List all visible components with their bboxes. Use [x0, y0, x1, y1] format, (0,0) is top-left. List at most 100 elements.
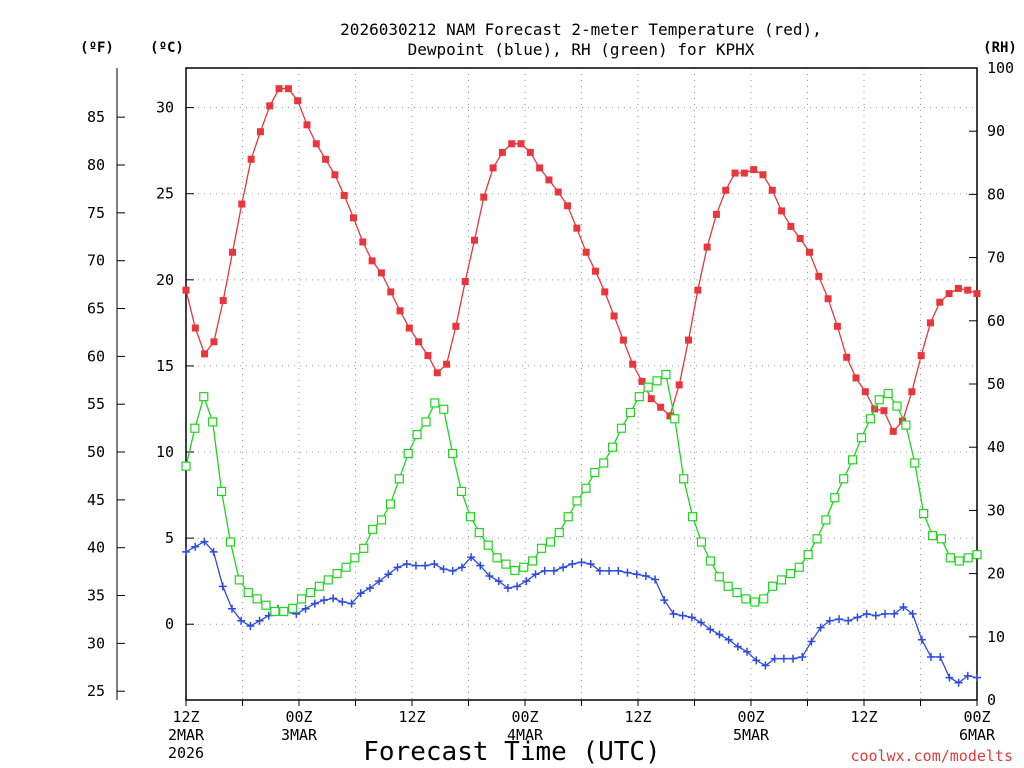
2-meter-temperature-point: [591, 267, 599, 275]
relative-humidity-point: [234, 575, 244, 585]
dewpoint-point: [927, 652, 936, 661]
rh-tick-label: 40: [987, 438, 1005, 456]
2-meter-temperature-point: [703, 243, 711, 251]
fahrenheit-tick-label: 70: [87, 252, 105, 270]
relative-humidity-point: [430, 398, 440, 408]
dewpoint-point: [568, 559, 577, 568]
relative-humidity-point: [261, 600, 271, 610]
2-meter-temperature-point: [266, 102, 274, 110]
dewpoint-point: [963, 671, 972, 680]
dewpoint-point: [669, 609, 678, 618]
2-meter-temperature-point: [424, 352, 432, 360]
credit-text: coolwx.com/modelts: [850, 747, 1013, 765]
2-meter-temperature-point: [238, 200, 246, 208]
dewpoint-point: [503, 584, 512, 593]
relative-humidity-point: [927, 531, 938, 541]
relative-humidity-point: [296, 594, 307, 604]
dewpoint-point: [347, 599, 356, 608]
dewpoint-point: [807, 637, 816, 646]
relative-humidity-point: [714, 572, 724, 582]
dewpoint-point: [862, 609, 871, 618]
relative-humidity-point: [883, 388, 893, 399]
dewpoint-point: [623, 568, 632, 577]
relative-humidity-point: [483, 540, 493, 550]
dewpoint-point: [577, 558, 586, 567]
relative-humidity-point: [901, 420, 911, 430]
2-meter-temperature-point: [889, 427, 897, 435]
fahrenheit-tick-label: 75: [87, 204, 105, 222]
dewpoint-point: [917, 635, 926, 644]
dewpoint-point: [421, 561, 430, 570]
2-meter-temperature-point: [480, 193, 488, 201]
relative-humidity-point: [643, 382, 653, 392]
2-meter-temperature-point: [824, 295, 832, 303]
2-meter-temperature-point: [945, 290, 953, 298]
2-meter-temperature-point: [210, 338, 218, 346]
2-meter-temperature-point: [964, 286, 972, 294]
2-meter-temperature-point: [843, 353, 851, 361]
relative-humidity-point: [741, 594, 751, 604]
relative-humidity-point: [919, 508, 929, 519]
dewpoint-point: [798, 652, 807, 661]
dewpoint-point: [936, 652, 945, 661]
2-meter-temperature-point: [759, 171, 767, 179]
dewpoint-point: [329, 594, 338, 603]
x-tick-label: 00Z: [511, 708, 538, 726]
dewpoint-point: [439, 565, 448, 574]
relative-humidity-point: [865, 414, 875, 424]
dewpoint-point: [770, 654, 779, 663]
relative-humidity-point: [812, 534, 822, 544]
dewpoint-point: [724, 635, 733, 644]
x-tick-label: 00Z: [963, 708, 990, 726]
relative-humidity-point: [803, 550, 813, 560]
relative-humidity-point: [199, 392, 209, 402]
2-meter-temperature-point: [443, 360, 451, 368]
2-meter-temperature-point: [303, 121, 311, 129]
dewpoint-point: [651, 575, 660, 584]
2-meter-temperature-point: [331, 171, 339, 179]
2-meter-temperature-point: [805, 248, 813, 256]
dewpoint-point: [255, 616, 264, 625]
2-meter-temperature-point: [740, 169, 748, 177]
relative-humidity-point: [759, 594, 769, 604]
relative-humidity-point: [794, 562, 804, 572]
rh-tick-label: 50: [987, 375, 1005, 393]
dewpoint-point: [899, 603, 908, 612]
2-meter-temperature-point: [954, 284, 962, 292]
x-tick-label: 2MAR: [168, 726, 205, 744]
dewpoint-point: [237, 616, 246, 625]
relative-humidity-point: [394, 474, 404, 484]
x-tick-label: 12Z: [850, 708, 877, 726]
2-meter-temperature-point: [861, 388, 869, 396]
dewpoint-point: [761, 661, 770, 670]
2-meter-temperature-point: [973, 290, 981, 298]
dewpoint-point: [595, 566, 604, 575]
chart-title-line-1: 2026030212 NAM Forecast 2-meter Temperat…: [340, 20, 822, 39]
2-meter-temperature-point: [256, 128, 264, 136]
relative-humidity-point: [936, 534, 947, 544]
2-meter-temperature-point: [322, 155, 330, 163]
rh-tick-label: 100: [987, 59, 1014, 77]
fahrenheit-tick-label: 65: [87, 300, 105, 318]
relative-humidity-point: [590, 467, 600, 478]
relative-humidity-point: [243, 587, 253, 598]
2-meter-temperature-point: [284, 85, 292, 93]
relative-humidity-point: [474, 527, 484, 538]
2-meter-temperature-point: [387, 288, 395, 296]
fahrenheit-tick-label: 80: [87, 156, 105, 174]
dewpoint-point: [182, 547, 190, 556]
dewpoint-point: [549, 566, 558, 575]
relative-humidity-point: [421, 417, 431, 427]
2-meter-temperature-point: [564, 202, 572, 210]
relative-humidity-point: [305, 587, 316, 598]
relative-humidity-point: [190, 423, 200, 433]
2-meter-temperature-point: [908, 388, 916, 396]
rh-tick-label: 30: [987, 501, 1005, 519]
dewpoint-point: [641, 572, 650, 581]
dewpoint-point: [945, 673, 954, 682]
dewpoint-point: [356, 589, 365, 598]
celsius-tick-label: 5: [165, 529, 174, 547]
x-tick-label: 4MAR: [507, 726, 544, 744]
celsius-tick-label: 10: [156, 443, 174, 461]
